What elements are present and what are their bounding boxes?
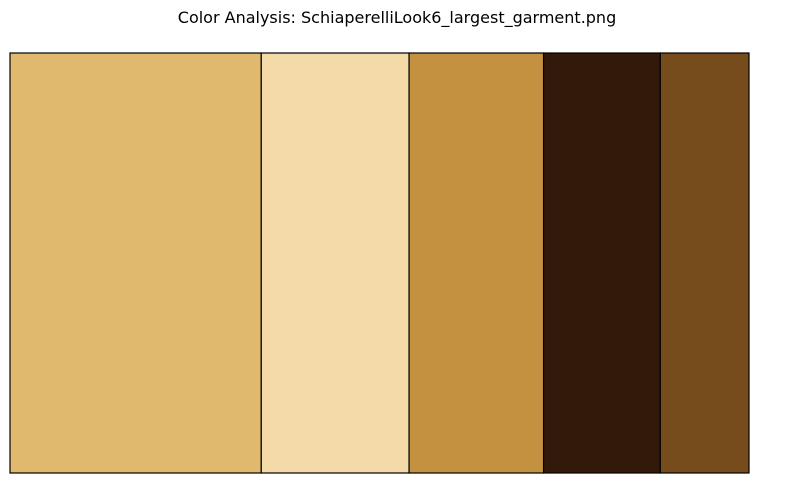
color-segments (9, 52, 750, 474)
color-segment-3 (408, 52, 545, 474)
color-segment-1 (9, 52, 262, 474)
color-segment-5 (659, 52, 750, 474)
color-segment-2 (260, 52, 410, 474)
chart-title: Color Analysis: SchiaperelliLook6_larges… (177, 8, 617, 27)
color-segment-4 (542, 52, 661, 474)
